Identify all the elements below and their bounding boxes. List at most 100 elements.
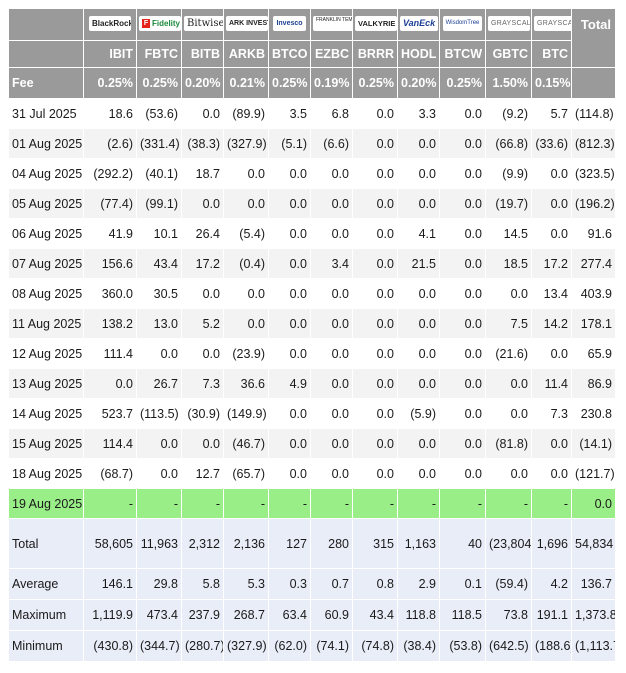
flow-cell: 0.0 (485, 458, 532, 489)
flow-cell: - (397, 488, 440, 519)
flow-cell: 4.1 (397, 218, 440, 249)
ticker-header-ibit: IBIT (83, 40, 137, 68)
flow-cell: (81.8) (485, 428, 532, 459)
fee-cell: 1.50% (485, 67, 532, 99)
flow-cell: 0.0 (531, 188, 572, 219)
flow-cell: 111.4 (83, 338, 137, 369)
etf-flow-table: BlackRock F Fidelity Bitwise ARK INVEST I… (8, 8, 616, 662)
flow-cell: - (439, 488, 486, 519)
ticker-corner-cell (8, 40, 84, 68)
flow-cell: 0.0 (310, 398, 353, 429)
row-total-cell: (114.8) (571, 98, 616, 129)
summary-cell: 0.7 (310, 568, 353, 600)
flow-cell: 0.0 (531, 428, 572, 459)
table-row: 01 Aug 2025 (2.6) (331.4) (38.3) (327.9) (5.1… (8, 128, 616, 159)
flow-cell: 0.0 (268, 218, 311, 249)
flow-cell: 0.0 (439, 338, 486, 369)
flow-cell: 7.3 (181, 368, 224, 399)
issuer-logo-invesco: Invesco (268, 8, 311, 41)
summary-cell: 63.4 (268, 599, 311, 631)
row-date: 08 Aug 2025 (8, 278, 84, 309)
issuer-logo-bitwise: Bitwise (181, 8, 224, 41)
summary-cell: 0.8 (352, 568, 398, 600)
flow-cell: 26.7 (136, 368, 182, 399)
flow-cell: 0.0 (397, 188, 440, 219)
flow-cell: - (223, 488, 269, 519)
flow-cell: 0.0 (268, 308, 311, 339)
row-total-cell: (121.7) (571, 458, 616, 489)
summary-cell: 5.8 (181, 568, 224, 600)
flow-cell: 0.0 (352, 98, 398, 129)
ticker-header-fbtc: FBTC (136, 40, 182, 68)
flow-cell: 0.0 (439, 458, 486, 489)
flow-cell: 0.0 (268, 458, 311, 489)
flow-cell: 0.0 (136, 428, 182, 459)
fee-cell: 0.25% (83, 67, 137, 99)
ticker-header-brrr: BRRR (352, 40, 398, 68)
flow-cell: - (83, 488, 137, 519)
ticker-header-hodl: HODL (397, 40, 440, 68)
summary-cell: 2,312 (181, 518, 224, 569)
flow-cell: (40.1) (136, 158, 182, 189)
summary-cell: 127 (268, 518, 311, 569)
summary-cell: 58,605 (83, 518, 137, 569)
flow-cell: 0.0 (352, 188, 398, 219)
summary-row-average: Average 146.1 29.8 5.8 5.3 0.3 0.7 0.8 2.9 0.1 (59… (8, 568, 616, 600)
issuer-logo-valkyrie: VALKYRIE (352, 8, 398, 41)
row-date: 31 Jul 2025 (8, 98, 84, 129)
flow-cell: 360.0 (83, 278, 137, 309)
row-total-cell: 178.1 (571, 308, 616, 339)
flow-cell: 7.3 (531, 398, 572, 429)
flow-cell: 0.0 (439, 398, 486, 429)
fee-cell: 0.25% (268, 67, 311, 99)
flow-cell: 0.0 (310, 278, 353, 309)
table-row: 12 Aug 2025 111.4 0.0 0.0 (23.9) 0.0 0.0 0.0 0.0… (8, 338, 616, 369)
flow-cell: (89.9) (223, 98, 269, 129)
issuer-logo-ark: ARK INVEST (223, 8, 269, 41)
row-date: 05 Aug 2025 (8, 188, 84, 219)
flow-cell: 0.0 (439, 308, 486, 339)
summary-row-total: Total 58,605 11,963 2,312 2,136 127 280 315 1,16… (8, 518, 616, 569)
flow-cell: 13.0 (136, 308, 182, 339)
flow-cell: 14.2 (531, 308, 572, 339)
summary-cell: (430.8) (83, 630, 137, 662)
row-date: 06 Aug 2025 (8, 218, 84, 249)
flow-cell: 0.0 (268, 188, 311, 219)
flow-cell: 12.7 (181, 458, 224, 489)
flow-cell: 156.6 (83, 248, 137, 279)
issuer-logo-row: BlackRock F Fidelity Bitwise ARK INVEST I… (8, 8, 616, 68)
summary-cell: 40 (439, 518, 486, 569)
flow-cell: 523.7 (83, 398, 137, 429)
summary-row-minimum: Minimum (430.8) (344.7) (280.7) (327.9) (62.0… (8, 630, 616, 662)
flow-cell: 0.0 (397, 428, 440, 459)
flow-cell: 0.0 (485, 368, 532, 399)
ticker-header-btco: BTCO (268, 40, 311, 68)
flow-cell: 0.0 (268, 398, 311, 429)
flow-cell: - (268, 488, 311, 519)
flow-cell: 0.0 (352, 158, 398, 189)
row-total-cell: 86.9 (571, 368, 616, 399)
summary-cell: 1,119.9 (83, 599, 137, 631)
row-date: 14 Aug 2025 (8, 398, 84, 429)
flow-cell: 0.0 (310, 158, 353, 189)
ticker-header-ezbc: EZBC (310, 40, 353, 68)
flow-cell: 0.0 (181, 278, 224, 309)
flow-cell: 0.0 (310, 308, 353, 339)
flow-cell: 3.4 (310, 248, 353, 279)
summary-cell: (62.0) (268, 630, 311, 662)
flow-cell: 17.2 (181, 248, 224, 279)
row-total-cell: (14.1) (571, 428, 616, 459)
summary-cell: (74.1) (310, 630, 353, 662)
flow-cell: - (352, 488, 398, 519)
flow-cell: 0.0 (181, 98, 224, 129)
flow-cell: 41.9 (83, 218, 137, 249)
flow-cell: 0.0 (268, 428, 311, 459)
flow-cell: 0.0 (397, 368, 440, 399)
flow-cell: 0.0 (352, 308, 398, 339)
fee-cell: 0.25% (136, 67, 182, 99)
flow-cell: 0.0 (352, 398, 398, 429)
row-total-cell: 65.9 (571, 338, 616, 369)
fee-row: Fee 0.25% 0.25% 0.20% 0.21% 0.25% 0.19% 0.25% 0… (8, 67, 616, 99)
summary-cell: 315 (352, 518, 398, 569)
table-row: 14 Aug 2025 523.7 (113.5) (30.9) (149.9) 0.0 0… (8, 398, 616, 429)
